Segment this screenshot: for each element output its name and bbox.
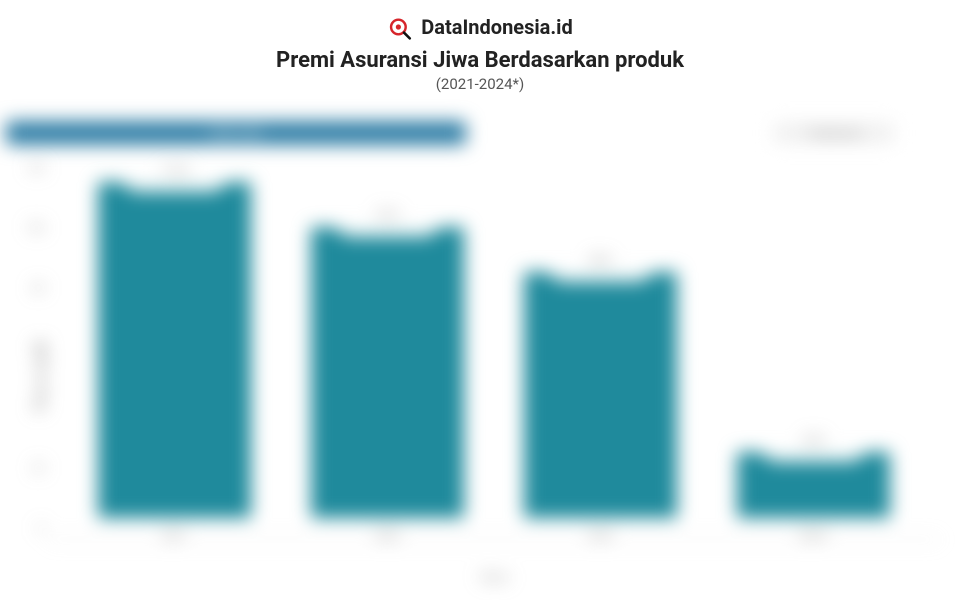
brand-logo-icon — [387, 14, 413, 40]
bar: 22,0 — [737, 452, 890, 518]
y-axis: Triliun Rupiah 020406080100120 — [0, 158, 48, 590]
tabs-row: Unit Link Tradisional — [0, 118, 960, 148]
y-tick: 60 — [33, 344, 44, 355]
bar-wrap: 82,02023 — [494, 158, 707, 518]
bar: 112,0 — [98, 182, 251, 518]
y-tick: 120 — [27, 164, 44, 175]
category-label: 2023 — [588, 529, 613, 542]
brand: DataIndonesia.id — [387, 14, 572, 40]
bar-notch — [547, 272, 654, 282]
bar-wrap: 22,02024* — [707, 158, 920, 518]
header: DataIndonesia.id Premi Asuransi Jiwa Ber… — [0, 0, 960, 93]
brand-name: DataIndonesia.id — [421, 15, 572, 39]
bar: 82,0 — [524, 272, 677, 518]
y-tick: 80 — [33, 284, 44, 295]
chart-area: Triliun Rupiah 020406080100120 112,02021… — [0, 158, 960, 590]
bar-value-label: 22,0 — [803, 434, 824, 447]
chart-title: Premi Asuransi Jiwa Berdasarkan produk — [0, 48, 960, 73]
bar-notch — [334, 227, 441, 237]
tab-inactive-label: Tradisional — [807, 127, 861, 140]
y-tick: 20 — [33, 464, 44, 475]
tab-inactive[interactable]: Tradisional — [774, 123, 894, 143]
chart-plot: 112,0202197,0202282,0202322,02024* Tahun — [48, 158, 940, 590]
y-tick: 40 — [33, 404, 44, 415]
y-tick: 100 — [27, 224, 44, 235]
category-label: 2022 — [375, 529, 400, 542]
y-tick: 0 — [38, 524, 44, 535]
chart-bars: 112,0202197,0202282,0202322,02024* — [48, 158, 940, 518]
tab-active[interactable]: Unit Link — [6, 121, 466, 145]
bar-value-label: 112,0 — [161, 164, 188, 177]
bar-notch — [760, 452, 867, 462]
bar-wrap: 97,02022 — [281, 158, 494, 518]
chart-subtitle: (2021-2024*) — [0, 75, 960, 93]
bar-notch — [121, 182, 228, 192]
category-label: 2021 — [162, 529, 187, 542]
chart-baseline — [48, 539, 940, 540]
tab-active-label: Unit Link — [211, 126, 262, 140]
bar-value-label: 82,0 — [590, 254, 611, 267]
category-label: 2024* — [799, 529, 828, 542]
bar-value-label: 97,0 — [377, 209, 398, 222]
x-axis-label: Tahun — [48, 571, 940, 584]
bar-wrap: 112,02021 — [68, 158, 281, 518]
bar: 97,0 — [311, 227, 464, 518]
